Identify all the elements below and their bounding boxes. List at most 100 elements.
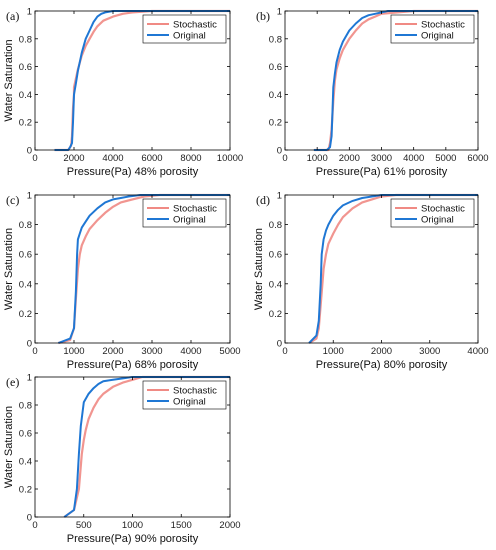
x-tick-label: 2000 (63, 153, 84, 164)
x-tick-label: 6000 (141, 153, 162, 164)
y-tick-label: 0 (27, 339, 32, 350)
panel-letter: (c) (6, 193, 19, 207)
series-line-stochastic (63, 375, 230, 518)
y-axis-label: Water Saturation (3, 228, 15, 310)
x-tick-label: 2000 (339, 153, 360, 164)
x-tick-label: 1000 (122, 520, 143, 531)
x-tick-label: 4000 (180, 346, 201, 357)
series-line-original (308, 194, 478, 344)
y-tick-label: 0.8 (19, 220, 32, 231)
y-tick-label: 0.8 (269, 34, 282, 45)
series-line-original (313, 10, 478, 151)
legend-label-original: Original (421, 31, 454, 42)
series-line-original (58, 194, 230, 344)
y-tick-label: 0.4 (19, 279, 32, 290)
x-tick-label: 2000 (371, 346, 392, 357)
legend-box (390, 14, 475, 44)
x-tick-label: 2000 (219, 520, 240, 531)
legend-box (390, 198, 475, 228)
y-tick-label: 0.2 (269, 118, 282, 129)
x-tick-label: 5000 (219, 346, 240, 357)
y-tick-label: 0.6 (269, 62, 282, 73)
y-tick-label: 0.2 (19, 485, 32, 496)
legend-label-original: Original (421, 215, 454, 226)
y-tick-label: 0.4 (269, 279, 282, 290)
legend-label-stochastic: Stochastic (173, 20, 217, 31)
y-tick-label: 0.4 (19, 457, 32, 468)
x-tick-label: 0 (282, 153, 287, 164)
panel-letter: (b) (256, 9, 270, 23)
y-tick-label: 0.6 (19, 429, 32, 440)
chart-panel-3: (c) 0 1000 2000 3000 4000 5000 0 0.2 0.4 0.6 0.8 1 Pr… (3, 191, 241, 372)
x-axis-label: Pressure(Pa) 68% porosity (67, 359, 199, 371)
legend-label-original: Original (173, 215, 206, 226)
y-tick-label: 0 (27, 146, 32, 157)
axes-frame (34, 194, 231, 344)
legend-label-stochastic: Stochastic (173, 386, 217, 397)
legend-box (142, 198, 227, 228)
y-tick-label: 0.8 (19, 401, 32, 412)
x-tick-label: 4000 (467, 346, 488, 357)
y-axis-label: Water Saturation (3, 39, 15, 121)
chart-panel-4: (d) 0 1000 2000 3000 4000 0 0.2 0.4 0.6 0.8 1 Pressu… (253, 191, 489, 372)
y-tick-label: 0 (27, 513, 32, 524)
y-tick-label: 1 (277, 7, 282, 18)
series-line-original (63, 376, 230, 518)
x-tick-label: 0 (32, 346, 37, 357)
x-tick-label: 8000 (180, 153, 201, 164)
y-tick-label: 1 (27, 373, 32, 384)
panel-letter: (d) (256, 193, 270, 207)
y-tick-label: 1 (277, 191, 282, 202)
x-tick-label: 0 (282, 346, 287, 357)
x-tick-label: 5000 (435, 153, 456, 164)
x-tick-label: 0 (32, 153, 37, 164)
y-axis-label: Water Saturation (3, 406, 15, 488)
x-tick-label: 3000 (371, 153, 392, 164)
legend-box (142, 380, 227, 410)
axes-frame (34, 10, 231, 151)
chart-panel-2: (b) 0 1000 2000 3000 4000 5000 6000 0 0.2 0.4 0.6 0.… (256, 7, 489, 179)
x-tick-label: 4000 (102, 153, 123, 164)
y-tick-label: 0.4 (269, 90, 282, 101)
legend-label-stochastic: Stochastic (421, 204, 465, 215)
legend-label-original: Original (173, 397, 206, 408)
x-tick-label: 2000 (102, 346, 123, 357)
legend-label-original: Original (173, 31, 206, 42)
y-tick-label: 0 (277, 146, 282, 157)
x-tick-label: 1000 (63, 346, 84, 357)
series-line-original (54, 10, 230, 151)
panel-letter: (a) (6, 9, 19, 23)
x-axis-label: Pressure(Pa) 61% porosity (316, 166, 448, 178)
y-tick-label: 0.6 (19, 250, 32, 261)
x-tick-label: 4000 (403, 153, 424, 164)
y-tick-label: 0.8 (19, 34, 32, 45)
x-tick-label: 10000 (217, 153, 243, 164)
x-tick-label: 1000 (323, 346, 344, 357)
x-tick-label: 6000 (467, 153, 488, 164)
y-tick-label: 0.2 (19, 118, 32, 129)
x-tick-label: 0 (32, 520, 37, 531)
x-tick-label: 1500 (171, 520, 192, 531)
y-tick-label: 0.8 (269, 220, 282, 231)
chart-panel-1: (a) 0 2000 4000 6000 8000 10000 0 0.2 0.4 0.6 0.8 1 P… (3, 7, 243, 179)
x-tick-label: 500 (76, 520, 92, 531)
x-axis-label: Pressure(Pa) 90% porosity (67, 533, 199, 545)
legend-box (142, 14, 227, 44)
y-tick-label: 0.4 (19, 90, 32, 101)
y-tick-label: 1 (27, 7, 32, 18)
x-tick-label: 1000 (307, 153, 328, 164)
y-tick-label: 0 (277, 339, 282, 350)
y-tick-label: 0.2 (19, 309, 32, 320)
y-tick-label: 0.6 (269, 250, 282, 261)
y-tick-label: 1 (27, 191, 32, 202)
y-axis-label: Water Saturation (253, 228, 265, 310)
legend-label-stochastic: Stochastic (173, 204, 217, 215)
chart-panel-5: (e) 0 500 1000 1500 2000 0 0.2 0.4 0.6 0.8 1 Pressur… (3, 373, 241, 546)
x-axis-label: Pressure(Pa) 48% porosity (67, 166, 199, 178)
x-tick-label: 3000 (141, 346, 162, 357)
x-axis-label: Pressure(Pa) 80% porosity (316, 359, 448, 371)
y-tick-label: 0.2 (269, 309, 282, 320)
legend-label-stochastic: Stochastic (421, 20, 465, 31)
y-tick-label: 0.6 (19, 62, 32, 73)
